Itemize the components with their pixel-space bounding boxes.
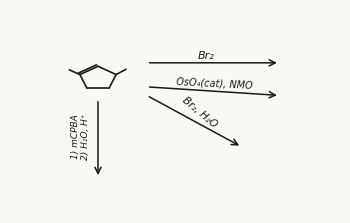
Text: Br₂, H₂O: Br₂, H₂O bbox=[180, 95, 219, 130]
Text: Br₂: Br₂ bbox=[198, 51, 215, 61]
Text: OsO₄(cat), NMO: OsO₄(cat), NMO bbox=[176, 76, 253, 90]
Text: 1) mCPBA
2) H₂O, H⁺: 1) mCPBA 2) H₂O, H⁺ bbox=[71, 114, 90, 160]
